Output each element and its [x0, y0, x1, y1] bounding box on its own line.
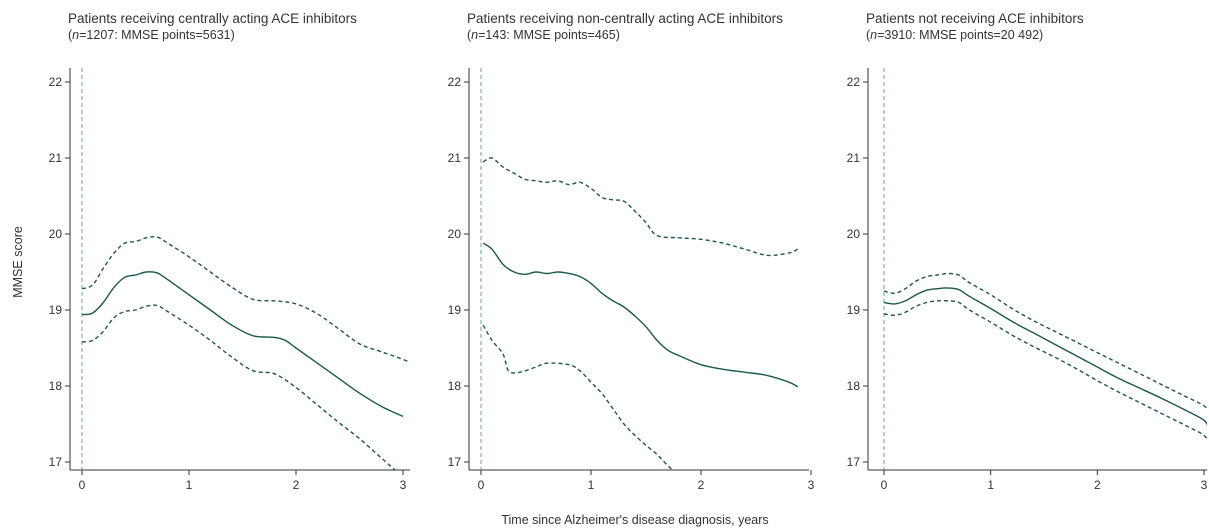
panel-2-group: 17 18 19 20 21 22 0 1 2 3: [448, 68, 815, 492]
panel-2-lower_ci-line: [482, 324, 674, 470]
y-tick-label-17: 17: [847, 455, 861, 469]
y-tick-label-19: 19: [847, 303, 861, 317]
panel-2-subtitle-text: =143: MMSE points=465: [478, 28, 616, 42]
panel-3-group: 17 18 19 20 21 22 0 1 2 3: [847, 68, 1208, 492]
panel-1-title: Patients receiving centrally acting ACE …: [68, 11, 357, 26]
y-axis-label: MMSE score: [11, 226, 25, 298]
panel-2-n-label: n: [471, 28, 479, 42]
y-tick-label-20: 20: [448, 227, 462, 241]
x-tick-label-2: 2: [1094, 478, 1101, 492]
y-tick-label-18: 18: [49, 379, 63, 393]
y-tick-label-21: 21: [49, 151, 63, 165]
y-tick-label-22: 22: [847, 75, 861, 89]
panel-3-lower_ci-line: [883, 299, 1207, 441]
panel-1-subtitle-text: =1207: MMSE points=5631: [79, 28, 231, 42]
x-axis-label: Time since Alzheimer's disease diagnosis…: [501, 513, 769, 527]
panel-3-upper_ci-line: [883, 272, 1207, 410]
y-tick-label-17: 17: [49, 455, 63, 469]
panel-3-n-label: n: [870, 28, 878, 42]
panel-1-estimate-line: [81, 271, 404, 418]
panel-3-subtitle: (n=3910: MMSE points=20 492): [866, 28, 1044, 42]
y-tick-label-21: 21: [847, 151, 861, 165]
panel-1-subtitle: (n=1207: MMSE points=5631): [68, 28, 235, 42]
panel-3-estimate-line: [883, 287, 1207, 426]
x-tick-label-3: 3: [400, 478, 407, 492]
x-tick-label-1: 1: [186, 478, 193, 492]
x-tick-label-0: 0: [478, 478, 485, 492]
x-tick-label-1: 1: [987, 478, 994, 492]
x-tick-label-1: 1: [588, 478, 595, 492]
panel-2-upper_ci-line: [482, 157, 799, 257]
panel-1-n-label: n: [72, 28, 80, 42]
y-tick-label-19: 19: [49, 303, 63, 317]
panel-2-estimate-line: [482, 242, 799, 388]
y-tick-label-22: 22: [448, 75, 462, 89]
y-tick-label-18: 18: [847, 379, 861, 393]
y-tick-label-22: 22: [49, 75, 63, 89]
panel-1-upper_ci-line: [81, 235, 409, 363]
y-tick-label-18: 18: [448, 379, 462, 393]
panel-1-group: 17 18 19 20 21 22 0 1 2 3: [49, 68, 410, 492]
y-tick-label-20: 20: [847, 227, 861, 241]
x-tick-label-2: 2: [698, 478, 705, 492]
x-tick-label-0: 0: [881, 478, 888, 492]
y-tick-label-20: 20: [49, 227, 63, 241]
panel-1-lower_ci-line: [81, 304, 396, 470]
y-tick-label-19: 19: [448, 303, 462, 317]
panel-2-subtitle: (n=143: MMSE points=465): [467, 28, 620, 42]
x-tick-label-2: 2: [293, 478, 300, 492]
x-tick-label-3: 3: [1201, 478, 1208, 492]
panel-2-title: Patients receiving non-centrally acting …: [467, 11, 783, 26]
y-tick-label-21: 21: [448, 151, 462, 165]
x-tick-label-3: 3: [808, 478, 815, 492]
panel-3-subtitle-text: =3910: MMSE points=20 492: [877, 28, 1040, 42]
y-axis-label-wrap: MMSE score: [11, 226, 25, 298]
panel-3-title: Patients not receiving ACE inhibitors: [866, 11, 1084, 26]
x-tick-label-0: 0: [79, 478, 86, 492]
y-tick-label-17: 17: [448, 455, 462, 469]
